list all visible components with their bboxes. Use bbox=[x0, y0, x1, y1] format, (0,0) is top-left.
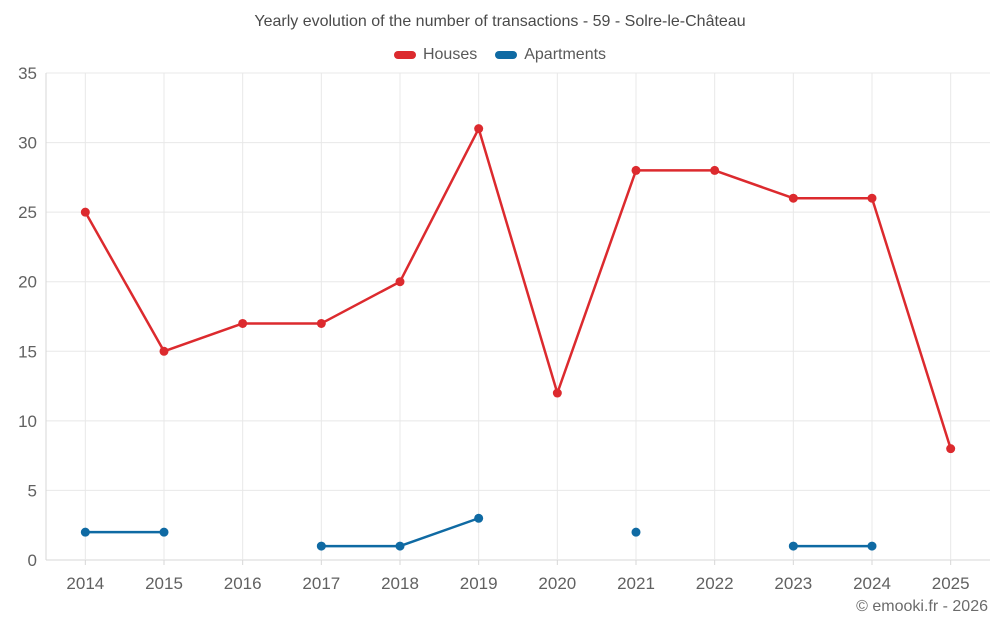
houses-point-2016[interactable] bbox=[238, 318, 248, 328]
y-tick-label-35: 35 bbox=[18, 64, 37, 83]
apartments-point-2019[interactable] bbox=[474, 513, 484, 523]
houses-point-2023[interactable] bbox=[788, 193, 798, 203]
x-tick-label-2014: 2014 bbox=[66, 574, 104, 593]
apartments-point-2024[interactable] bbox=[867, 541, 877, 551]
houses-line-segment bbox=[84, 127, 952, 450]
y-tick-label-20: 20 bbox=[18, 273, 37, 292]
apartments-point-2017[interactable] bbox=[316, 541, 326, 551]
chart-title: Yearly evolution of the number of transa… bbox=[254, 13, 746, 30]
x-tick-label-2025: 2025 bbox=[932, 574, 970, 593]
apartments-legend-label: Apartments bbox=[524, 46, 607, 63]
x-tick-label-2023: 2023 bbox=[774, 574, 812, 593]
houses-point-2020[interactable] bbox=[552, 388, 562, 398]
y-tick-label-0: 0 bbox=[28, 551, 37, 570]
x-tick-label-2019: 2019 bbox=[460, 574, 498, 593]
x-tick-label-2018: 2018 bbox=[381, 574, 419, 593]
houses-point-2022[interactable] bbox=[710, 165, 720, 175]
houses-point-2017[interactable] bbox=[316, 318, 326, 328]
x-tick-label-2021: 2021 bbox=[617, 574, 655, 593]
apartments-point-2018[interactable] bbox=[395, 541, 405, 551]
apartments-point-2014[interactable] bbox=[80, 527, 90, 537]
houses-point-2019[interactable] bbox=[474, 124, 484, 134]
houses-point-2015[interactable] bbox=[159, 346, 169, 356]
x-tick-label-2024: 2024 bbox=[853, 574, 891, 593]
x-tick-label-2017: 2017 bbox=[302, 574, 340, 593]
houses-point-2018[interactable] bbox=[395, 277, 405, 287]
y-tick-label-5: 5 bbox=[28, 481, 37, 500]
apartments-point-2021[interactable] bbox=[631, 527, 641, 537]
houses-point-2025[interactable] bbox=[946, 444, 956, 454]
x-tick-label-2015: 2015 bbox=[145, 574, 183, 593]
houses-point-2014[interactable] bbox=[80, 207, 90, 217]
houses-legend-label: Houses bbox=[422, 46, 478, 63]
y-tick-label-30: 30 bbox=[18, 134, 37, 153]
y-tick-label-25: 25 bbox=[18, 203, 37, 222]
apartments-legend-swatch bbox=[495, 51, 518, 59]
copyright-footer: © emooki.fr - 2026 bbox=[856, 598, 988, 615]
houses-point-2024[interactable] bbox=[867, 193, 877, 203]
apartments-point-2023[interactable] bbox=[788, 541, 798, 551]
x-tick-label-2022: 2022 bbox=[696, 574, 734, 593]
y-tick-label-15: 15 bbox=[18, 342, 37, 361]
legend-item-houses[interactable]: Houses bbox=[393, 46, 478, 64]
y-tick-label-10: 10 bbox=[18, 412, 37, 431]
x-tick-label-2016: 2016 bbox=[224, 574, 262, 593]
x-tick-label-2020: 2020 bbox=[538, 574, 576, 593]
houses-point-2021[interactable] bbox=[631, 165, 641, 175]
chart-legend: Houses Apartments bbox=[0, 46, 1000, 64]
apartments-point-2015[interactable] bbox=[159, 527, 169, 537]
legend-item-apartments[interactable]: Apartments bbox=[495, 46, 606, 64]
houses-legend-swatch bbox=[393, 51, 416, 59]
